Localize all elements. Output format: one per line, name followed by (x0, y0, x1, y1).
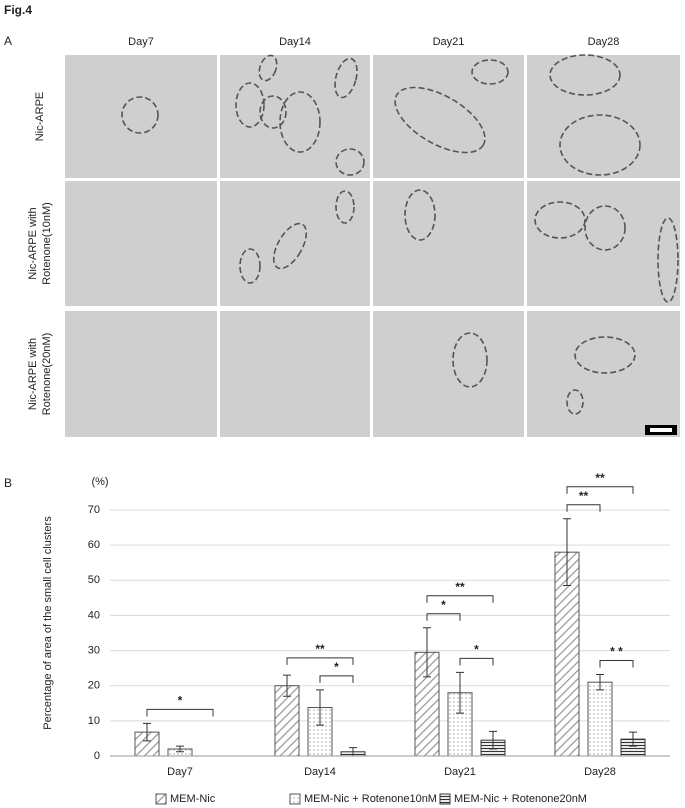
legend-label: MEM-Nic + Rotenone20nM (454, 793, 587, 805)
x-tick-label: Day28 (584, 766, 616, 778)
figure-label: Fig.4 (4, 3, 32, 17)
cluster-outline (279, 91, 321, 153)
micrograph-grid (65, 54, 680, 437)
y-tick-label: 50 (88, 574, 100, 586)
micrograph (220, 55, 370, 178)
cluster-outline (394, 86, 486, 154)
cluster-outline (549, 54, 621, 96)
error-bar (423, 627, 431, 678)
cluster-outline (258, 54, 278, 82)
significance-label: * (474, 643, 479, 657)
significance-bracket (319, 675, 354, 683)
error-bar (629, 731, 637, 747)
significance-label: ** (579, 489, 589, 503)
significance-label: * (441, 598, 446, 612)
micrograph (65, 55, 217, 178)
row-label: Nic-ARPE (34, 92, 46, 142)
micrograph (373, 55, 524, 178)
micrograph (527, 55, 680, 178)
error-bar (176, 745, 184, 753)
y-tick-label: 20 (88, 680, 100, 692)
cluster-outline (559, 114, 641, 176)
error-bar (143, 722, 151, 742)
error-bar (489, 730, 497, 750)
error-bar (596, 673, 604, 691)
micrograph (220, 311, 370, 437)
legend-swatch (289, 793, 301, 805)
cluster-outline (566, 389, 584, 415)
legend-swatch (155, 793, 167, 805)
row-label: Rotenone(10nM) (41, 202, 53, 285)
cluster-outline (404, 189, 436, 241)
significance-bracket (599, 659, 634, 668)
significance-bracket (566, 486, 634, 494)
cluster-outline (574, 336, 636, 374)
y-tick-label: 0 (94, 750, 100, 762)
cluster-outline (452, 332, 488, 388)
significance-label: ** (315, 642, 325, 656)
cluster-outline (121, 96, 159, 134)
row-label: Nic-ARPE with (27, 338, 39, 410)
significance-label: * * (610, 645, 623, 659)
scale-bar-inner (650, 428, 672, 432)
y-tick-label: 60 (88, 539, 100, 551)
panel-label: A (4, 34, 12, 48)
cluster-outline (657, 217, 679, 303)
micrograph (65, 311, 217, 437)
legend-label: MEM-Nic + Rotenone10nM (304, 793, 437, 805)
significance-label: ** (595, 471, 605, 485)
error-bar (563, 518, 571, 587)
micrograph (527, 311, 680, 437)
micrograph (373, 181, 524, 306)
cluster-outline (335, 148, 365, 176)
significance-bracket (566, 504, 601, 512)
y-unit: (%) (91, 476, 108, 488)
column-label: Day14 (279, 36, 311, 48)
significance-bracket (146, 708, 214, 717)
row-label: Nic-ARPE with (27, 207, 39, 279)
y-tick-label: 70 (88, 504, 100, 516)
micrograph (65, 181, 217, 306)
column-label: Day28 (588, 36, 620, 48)
cluster-outline (584, 205, 626, 251)
significance-label: ** (455, 580, 465, 594)
cluster-outline (272, 222, 308, 270)
bar (447, 692, 473, 757)
significance-label: * (178, 693, 183, 707)
legend-swatch (439, 793, 451, 805)
bar (587, 681, 613, 757)
error-bar (456, 671, 464, 714)
x-tick-label: Day7 (167, 766, 193, 778)
error-bar (316, 689, 324, 726)
significance-bracket (426, 595, 494, 603)
cluster-outline (259, 95, 287, 129)
cluster-outline (471, 59, 509, 85)
column-label: Day21 (433, 36, 465, 48)
significance-bracket (426, 613, 461, 621)
legend-label: MEM-Nic (170, 793, 216, 805)
cluster-outline (534, 201, 586, 239)
x-tick-label: Day21 (444, 766, 476, 778)
micrograph (220, 181, 370, 306)
micrograph (373, 311, 524, 437)
cluster-outline (235, 82, 265, 128)
error-bar (283, 674, 291, 697)
cluster-outline (239, 248, 261, 284)
column-label: Day7 (128, 36, 154, 48)
y-tick-label: 30 (88, 644, 100, 656)
cluster-outline (335, 190, 355, 224)
y-axis-label: Percentage of area of the small cell clu… (42, 516, 54, 730)
row-label: Rotenone(20nM) (41, 333, 53, 416)
significance-bracket (459, 657, 494, 666)
x-tick-label: Day14 (304, 766, 336, 778)
significance-bracket (286, 657, 354, 665)
panel-label: B (4, 476, 12, 490)
micrograph (527, 181, 680, 306)
significance-label: * (334, 660, 339, 674)
bar (554, 551, 580, 757)
y-tick-label: 10 (88, 715, 100, 727)
y-tick-label: 40 (88, 609, 100, 621)
